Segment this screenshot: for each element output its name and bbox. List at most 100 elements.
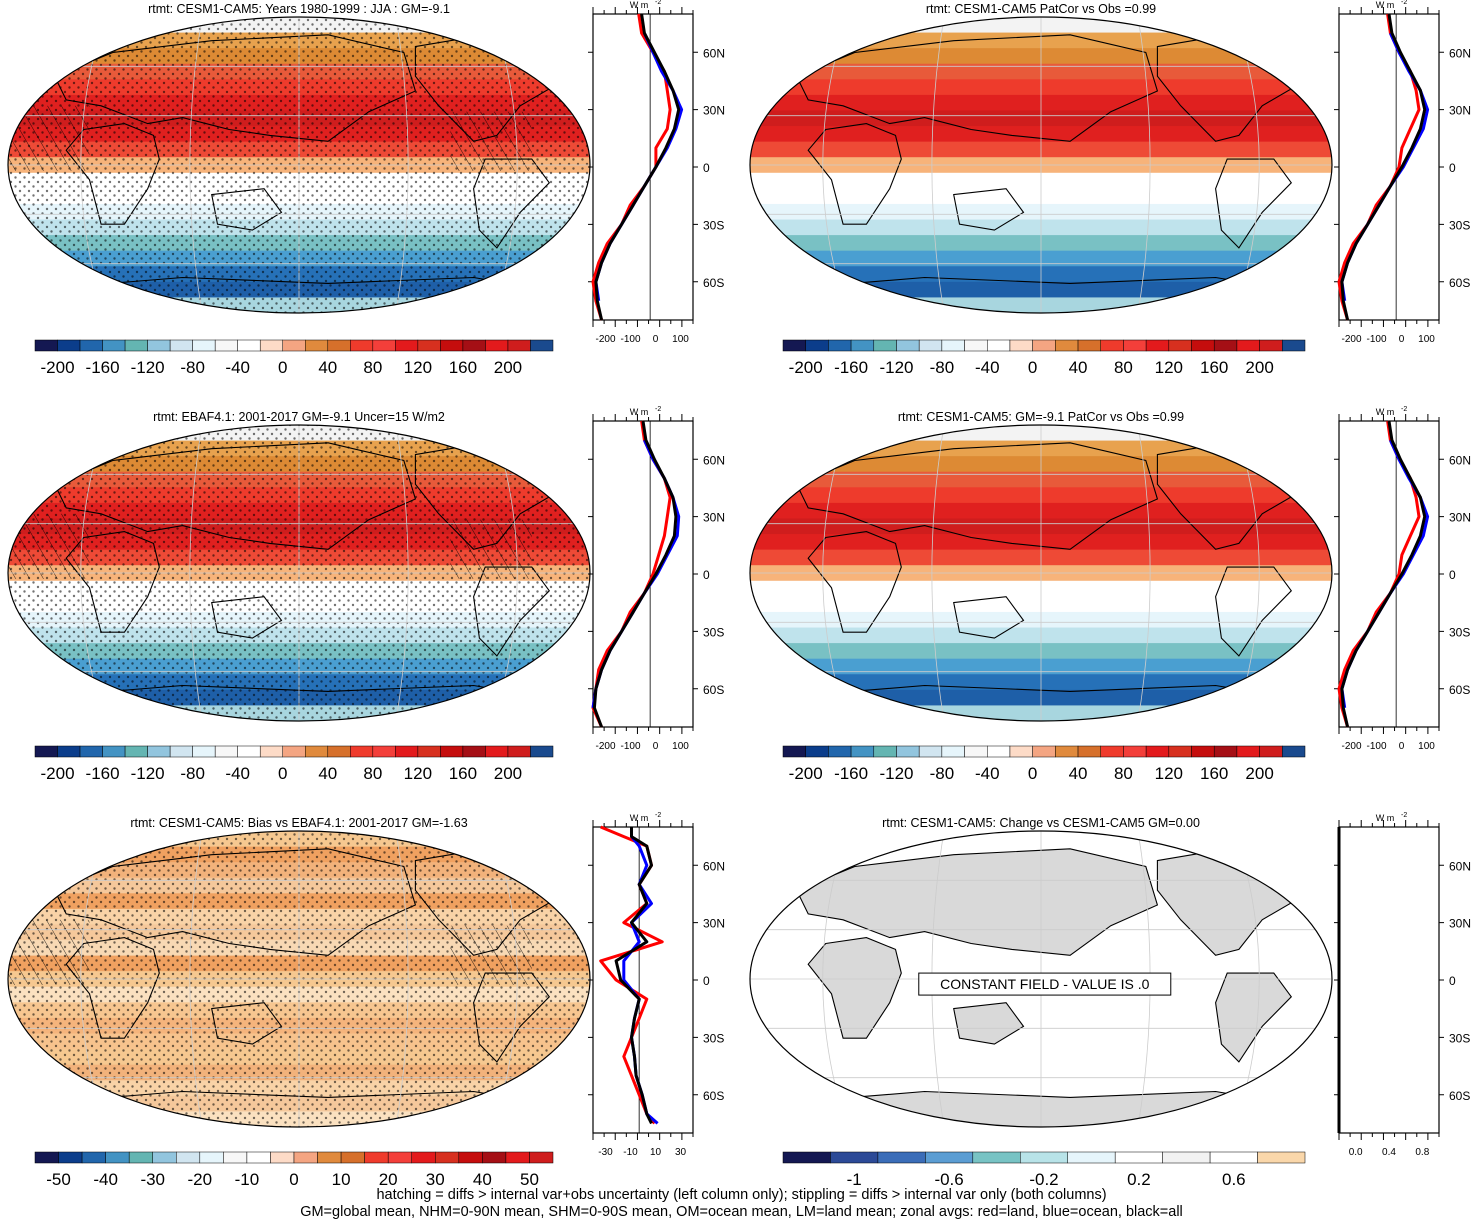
zonal-x-tick-label: -200	[595, 741, 615, 752]
lat-tick-label: 60N	[1449, 453, 1471, 467]
colorbar-box	[57, 339, 81, 352]
colorbar-box	[293, 1151, 318, 1164]
zonal-unit: W m	[1376, 813, 1395, 823]
zonal-mean-plot: 60N 30N 0 30S 60S W m -2 -200 -100 0 100	[588, 406, 725, 752]
colorbar-tick-label: -160	[86, 358, 120, 377]
colorbar-box	[259, 745, 283, 758]
zonal-unit-exponent: -2	[1401, 812, 1407, 819]
colorbar-box	[1259, 745, 1283, 758]
map-border	[749, 830, 1333, 1128]
colorbar-box	[1213, 745, 1238, 758]
graticule-line	[931, 17, 945, 313]
panel-2: rtmt: CESM1-CAM5 PatCor vs Obs =0.99-200…	[749, 0, 1471, 377]
colorbar-box	[282, 339, 306, 352]
colorbar-tick-label: 160	[449, 764, 477, 783]
colorbar-box	[387, 1151, 412, 1164]
colorbar-box	[782, 1151, 831, 1164]
colorbar-box	[317, 1151, 342, 1164]
zonal-x-tick-label: 0	[1399, 741, 1405, 752]
zonal-x-tick-label: -10	[623, 1147, 638, 1158]
colorbar-box	[246, 1151, 271, 1164]
map-field	[8, 425, 590, 721]
zonal-x-tick-label: 0	[653, 741, 659, 752]
zonal-x-tick-label: -200	[1341, 334, 1361, 345]
continent-outline	[795, 442, 1159, 550]
colorbar-box	[828, 339, 852, 352]
colorbar-box	[805, 745, 829, 758]
colorbar-box	[57, 745, 81, 758]
colorbar-box	[964, 339, 988, 352]
panel-4: rtmt: CESM1-CAM5: GM=-9.1 PatCor vs Obs …	[749, 406, 1471, 783]
colorbar-box	[395, 339, 419, 352]
colorbar-box	[828, 745, 852, 758]
lat-tick-label: 30N	[1449, 917, 1471, 931]
panel-3: rtmt: EBAF4.1: 2001-2017 GM=-9.1 Uncer=1…	[7, 406, 725, 783]
colorbar-tick-label: 0.6	[1222, 1170, 1246, 1189]
colorbar-tick-label: 80	[363, 358, 382, 377]
colorbar-tick-label: 200	[1245, 764, 1273, 783]
zonal-mean-plot: 60N 30N 0 30S 60S W m -2 -200 -100 0 100	[1334, 0, 1471, 345]
colorbar-box	[850, 745, 875, 758]
colorbar-box	[782, 745, 806, 758]
lat-tick-label: 30S	[1449, 218, 1470, 232]
lat-tick-label: 60S	[703, 683, 724, 697]
colorbar-tick-label: -40	[225, 358, 250, 377]
colorbar-box	[1123, 745, 1147, 758]
colorbar-box	[305, 339, 329, 352]
zonal-x-tick-label: 10	[650, 1147, 662, 1158]
colorbar-box	[941, 745, 965, 758]
zonal-x-tick-label: 100	[672, 741, 689, 752]
colorbar-box	[1236, 745, 1260, 758]
colorbar-box	[350, 745, 374, 758]
map-border	[749, 424, 1333, 722]
colorbar-tick-label: -120	[879, 358, 913, 377]
colorbar-box	[417, 745, 441, 758]
zonal-x-tick-label: -100	[620, 741, 640, 752]
colorbar-box	[350, 339, 374, 352]
colorbar-box	[81, 1151, 106, 1164]
colorbar-box	[34, 1151, 59, 1164]
panel-title: rtmt: EBAF4.1: 2001-2017 GM=-9.1 Uncer=1…	[153, 410, 445, 424]
colorbar-box	[440, 745, 464, 758]
colorbar-box	[507, 745, 531, 758]
zonal-frame	[592, 420, 694, 728]
colorbar-box	[237, 745, 261, 758]
map-field	[750, 425, 1332, 721]
colorbar-box	[1213, 339, 1238, 352]
colorbar-tick-label: -160	[834, 764, 868, 783]
colorbar-box	[1123, 339, 1147, 352]
colorbar-box	[462, 339, 486, 352]
colorbar-box	[372, 339, 396, 352]
lat-tick-label: 30S	[1449, 1031, 1470, 1045]
colorbar-tick-label: -30	[140, 1170, 165, 1189]
colorbar-box	[1100, 745, 1124, 758]
graticule-line	[189, 17, 203, 313]
graticule-line	[931, 425, 945, 721]
colorbar-tick-label: -80	[180, 358, 205, 377]
lat-tick-label: 30S	[703, 1031, 724, 1045]
zonal-line-all	[592, 420, 678, 728]
colorbar-tick-label: -80	[930, 358, 955, 377]
colorbar-tick-label: 20	[379, 1170, 398, 1189]
colorbar-tick-label: -0.2	[1029, 1170, 1058, 1189]
panel-5: rtmt: CESM1-CAM5: Bias vs EBAF4.1: 2001-…	[7, 812, 725, 1189]
colorbar-box	[782, 339, 806, 352]
colorbar-box	[327, 339, 351, 352]
colorbar-tick-label: 160	[449, 358, 477, 377]
lat-tick-label: 60N	[703, 453, 725, 467]
lat-tick-label: 60S	[1449, 1089, 1470, 1103]
colorbar-tick-label: 200	[494, 764, 522, 783]
panel-title: rtmt: CESM1-CAM5: Change vs CESM1-CAM5 G…	[882, 816, 1200, 830]
colorbar-tick-label: 0.2	[1127, 1170, 1151, 1189]
panel-6: rtmt: CESM1-CAM5: Change vs CESM1-CAM5 G…	[749, 812, 1471, 1189]
zonal-x-tick-label: 100	[1418, 741, 1435, 752]
colorbar-box	[124, 745, 148, 758]
colorbar-tick-label: -80	[930, 764, 955, 783]
colorbar-tick-label: -40	[975, 764, 1000, 783]
colorbar-tick-label: -200	[789, 358, 823, 377]
colorbar-tick-label: 80	[1114, 764, 1133, 783]
colorbar-box	[259, 339, 283, 352]
colorbar-tick-label: 120	[1155, 358, 1183, 377]
colorbar-tick-label: -20	[188, 1170, 213, 1189]
colorbar-box	[485, 339, 509, 352]
